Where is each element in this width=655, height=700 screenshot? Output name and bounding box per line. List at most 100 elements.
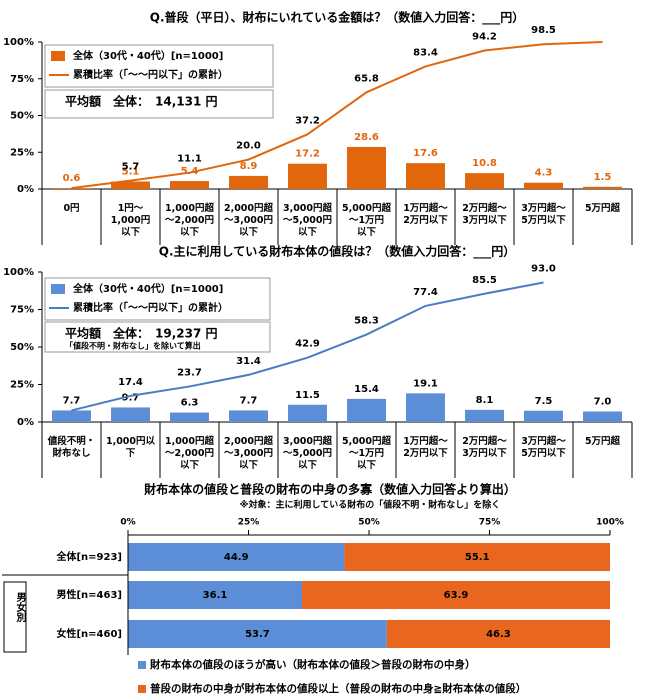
line-value-label: 23.7 [177,367,202,378]
bar-value-label: 4.3 [535,168,553,179]
category-label: 全体[n=923] [55,550,122,563]
x-tick-label: 100% [596,518,624,528]
x-tick-label: 1万円超～ 2万円以下 [403,203,448,226]
bar [465,173,504,189]
bar [406,163,445,189]
x-tick-label: 3万円超～ 5万円以下 [521,436,566,459]
legend-swatch [51,51,65,61]
legend-label: 累積比率（「～～円以下」の累計） [73,68,228,81]
y-tick-label: 75% [10,74,34,85]
bar [229,410,268,422]
x-tick-label: 5万円超 [584,203,621,214]
chart-title: 財布本体の値段と普段の財布の中身の多寡（数値入力回答より算出） [143,482,516,497]
line-value-label: 11.1 [177,154,202,165]
bar [583,411,622,422]
x-tick-label: 25% [238,518,260,528]
y-tick-label: 50% [10,342,34,353]
annotation-box [44,89,274,119]
category-label: 女性[n=460] [56,627,122,640]
line-value-label: 31.4 [236,356,261,367]
bar-value-label: 6.3 [181,398,199,409]
y-tick-label: 25% [10,380,34,391]
y-tick-label: 75% [10,305,34,316]
line-value-label: 42.9 [295,339,320,350]
x-tick-label: 1円～ 1,000円 以下 [110,203,151,238]
bar-value-label: 1.5 [594,172,612,183]
line-value-label: 65.8 [354,73,379,84]
bar-value-label: 8.9 [240,161,258,172]
segment-label: 46.3 [486,629,511,640]
y-tick-label: 50% [10,111,34,122]
bar-value-label: 15.4 [354,384,379,395]
annotation-box [44,321,271,353]
x-tick-label: 3万円超～ 5万円以下 [521,203,566,226]
legend-label: 財布本体の値段のほうが高い（財布本体の値段＞普段の財布の中身） [149,658,476,671]
line-value-label: 20.0 [236,141,261,152]
bar-value-label: 5.1 [122,167,140,178]
chart-subtitle: ※対象：主に利用している財布の「値段不明・財布なし」を除く [240,499,500,511]
bar [170,181,209,189]
line-value-label: 85.5 [472,275,497,286]
line-value-label: 94.2 [472,32,497,43]
legend-box [44,44,274,88]
segment-label: 36.1 [203,590,228,601]
x-tick-label: 1,000円超 ～2,000円 以下 [164,203,215,238]
chart-title: Q.普段（平日）、財布にいれている金額は？（数値入力回答：___円） [150,10,524,26]
bar-segment [128,620,387,648]
x-tick-label: 5,000円超 ～1万円 以下 [341,436,392,471]
bar-value-label: 5.4 [181,166,199,177]
line-value-label: 5.7 [122,162,140,173]
bar [583,186,622,189]
x-tick-label: 3,000円超 ～5,000円 以下 [282,203,333,238]
annotation: 「値段不明・財布なし」を除いて算出 [65,341,201,351]
bar [229,175,268,189]
legend-box [44,277,271,321]
segment-label: 63.9 [444,590,469,601]
bar [52,188,91,189]
line-value-label: 77.4 [413,287,438,298]
x-tick-label: 3,000円超 ～5,000円 以下 [282,436,333,471]
x-tick-label: 0% [120,518,135,528]
bar-segment [128,581,303,609]
legend-label: 全体（30代・40代）[n=1000] [72,49,223,62]
bar-value-label: 10.8 [472,158,497,169]
x-tick-label: 2万円超～ 3万円以下 [462,203,507,226]
bar [524,410,563,422]
bar-value-label: 11.5 [295,390,320,401]
cumulative-line [71,281,544,412]
x-tick-label: 0円 [63,203,80,214]
bar [347,398,386,422]
bar-value-label: 17.6 [413,148,438,159]
bar [288,163,327,189]
bar-value-label: 28.6 [354,132,379,143]
x-tick-label: 値段不明・ 財布なし [47,436,96,459]
bar [465,409,504,422]
x-tick-label: 1万円超～ 2万円以下 [403,436,448,459]
group-box [3,581,27,653]
bar-value-label: 0.6 [63,173,81,184]
x-tick-label: 2万円超～ 3万円以下 [462,436,507,459]
bar [288,404,327,422]
cumulative-line [71,41,603,190]
bar-segment [386,620,610,648]
bar-value-label: 7.0 [594,397,612,408]
bar-value-label: 7.5 [535,396,553,407]
x-tick-label: 2,000円超 ～3,000円 以下 [223,203,274,238]
x-tick-label: 1,000円超 ～2,000円 以下 [164,436,215,471]
bar-segment [344,543,610,571]
category-label: 男性[n=463] [56,588,122,601]
legend-label: 普段の財布の中身が財布本体の値段以上（普段の財布の中身≧財布本体の値段） [150,682,526,695]
bar-value-label: 19.1 [413,378,438,389]
bar [170,412,209,422]
legend-swatch [51,284,65,294]
chart-title: Q.主に利用している財布本体の値段は？（数値入力回答：___円） [159,244,515,260]
y-tick-label: 25% [10,147,34,158]
legend-label: 全体（30代・40代）[n=1000] [72,282,223,295]
bar-segment [302,581,610,609]
annotation: 平均額 全体： 19,237 円 [65,326,218,341]
segment-label: 55.1 [465,552,490,563]
legend-label: 累積比率（「～～円以下」の累計） [73,301,228,314]
bar [111,181,150,189]
bar-segment [128,543,345,571]
